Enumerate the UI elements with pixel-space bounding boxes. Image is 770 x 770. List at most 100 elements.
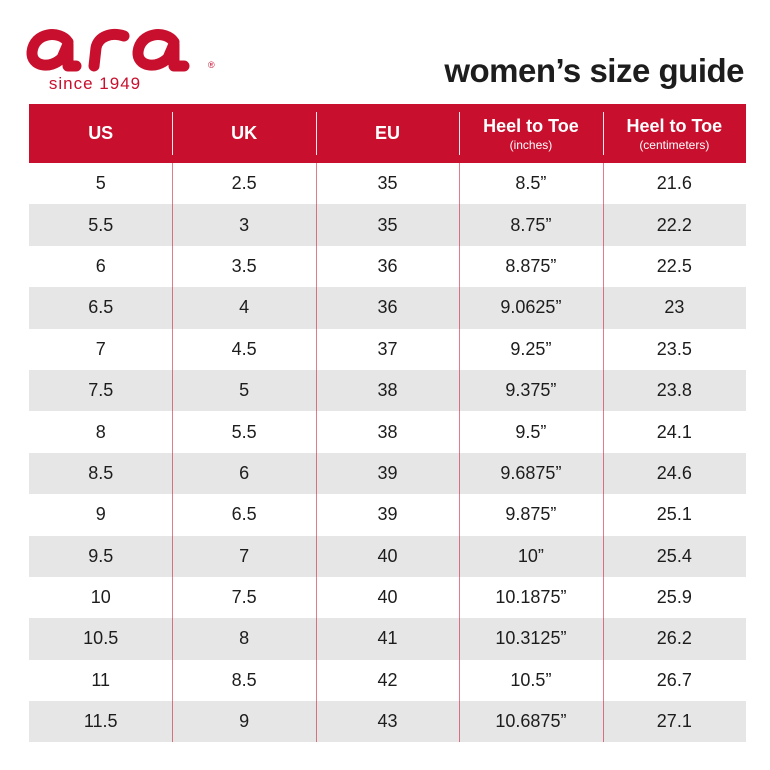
cell-eu-size: 38	[315, 369, 459, 412]
cell-heel-to-toe-cm: 26.2	[602, 618, 746, 661]
column-header-label: US	[88, 123, 114, 143]
cell-uk-size: 3	[172, 204, 315, 247]
size-table: US UK EU Heel to Toe (inches) Heel to To…	[29, 104, 746, 743]
cell-eu-size: 40	[315, 576, 459, 619]
table-header: US UK EU Heel to Toe (inches) Heel to To…	[29, 104, 746, 163]
cell-heel-to-toe-inches: 9.6875”	[459, 452, 602, 495]
cell-heel-to-toe-cm: 24.1	[602, 411, 746, 454]
cell-eu-size: 39	[315, 452, 459, 495]
table-row: 7.5 5 38 9.375” 23.8	[29, 369, 746, 412]
table-row: 5 2.5 35 8.5” 21.6	[29, 163, 746, 205]
ara-logo	[24, 22, 224, 96]
cell-eu-size: 41	[315, 618, 459, 661]
cell-uk-size: 4.5	[172, 328, 315, 371]
cell-heel-to-toe-cm: 22.2	[602, 204, 746, 247]
column-header-heel-to-toe-centimeters: Heel to Toe (centimeters)	[602, 104, 746, 163]
table-row: 9 6.5 39 9.875” 25.1	[29, 494, 746, 536]
cell-us-size: 5.5	[88, 214, 114, 235]
cell-uk-size: 6	[172, 452, 315, 495]
cell-heel-to-toe-cm: 21.6	[602, 163, 746, 205]
cell-eu-size: 43	[315, 701, 459, 743]
column-header-us: US	[29, 104, 172, 163]
cell-eu-size: 36	[315, 245, 459, 288]
cell-eu-size: 35	[315, 163, 459, 205]
cell-heel-to-toe-cm: 23.5	[602, 328, 746, 371]
cell-uk-size: 7.5	[172, 576, 315, 619]
cell-eu-size: 35	[315, 204, 459, 247]
table-row: 9.5 7 40 10” 25.4	[29, 535, 746, 578]
ara-logo-wordmark	[26, 29, 190, 72]
column-header-unit: (centimeters)	[639, 137, 710, 152]
cell-heel-to-toe-inches: 8.5”	[459, 163, 602, 205]
cell-heel-to-toe-inches: 9.375”	[459, 369, 602, 412]
cell-uk-size: 5	[172, 369, 315, 412]
cell-uk-size: 2.5	[172, 163, 315, 205]
cell-uk-size: 9	[172, 701, 315, 743]
column-header-label: Heel to Toe	[483, 115, 579, 136]
brand-tagline: since 1949	[48, 74, 142, 93]
cell-us-size: 11	[91, 669, 111, 690]
page-title: women’s size guide	[444, 52, 744, 89]
table-row: 5.5 3 35 8.75” 22.2	[29, 204, 746, 247]
cell-uk-size: 8	[172, 618, 315, 661]
cell-uk-size: 7	[172, 535, 315, 578]
cell-heel-to-toe-cm: 25.9	[602, 576, 746, 619]
cell-heel-to-toe-inches: 8.75”	[459, 204, 602, 247]
column-header-unit: (inches)	[509, 137, 553, 152]
cell-us-size: 10	[90, 587, 111, 608]
cell-us-size: 8	[95, 421, 106, 442]
cell-heel-to-toe-cm: 25.4	[602, 535, 746, 578]
cell-heel-to-toe-inches: 10.5”	[459, 659, 602, 702]
cell-eu-size: 38	[315, 411, 459, 454]
cell-heel-to-toe-inches: 9.875”	[459, 494, 602, 536]
cell-us-size: 9.5	[88, 545, 114, 566]
cell-eu-size: 42	[315, 659, 459, 702]
cell-heel-to-toe-inches: 9.0625”	[459, 287, 602, 329]
table-row: 11 8.5 42 10.5” 26.7	[29, 659, 746, 702]
cell-us-size: 9	[95, 504, 106, 525]
cell-uk-size: 3.5	[172, 245, 315, 288]
table-row: 7 4.5 37 9.25” 23.5	[29, 328, 746, 371]
cell-us-size: 8.5	[88, 462, 114, 483]
cell-heel-to-toe-inches: 10.6875”	[459, 701, 602, 743]
cell-eu-size: 36	[315, 287, 459, 329]
table-row: 8 5.5 38 9.5” 24.1	[29, 411, 746, 454]
table-row: 8.5 6 39 9.6875” 24.6	[29, 452, 746, 495]
table-body: 5 2.5 35 8.5” 21.6 5.5 3 35 8.75” 22.2 6 3.5 36 8.875…	[29, 163, 746, 743]
column-header-uk: UK	[172, 104, 315, 163]
table-row: 10.5 8 41 10.3125” 26.2	[29, 618, 746, 661]
cell-heel-to-toe-cm: 22.5	[602, 245, 746, 288]
table-row: 6.5 4 36 9.0625” 23	[29, 287, 746, 329]
cell-heel-to-toe-cm: 26.7	[602, 659, 746, 702]
registered-mark: ®	[208, 60, 215, 70]
table-row: 10 7.5 40 10.1875” 25.9	[29, 576, 746, 619]
cell-heel-to-toe-inches: 10.1875”	[459, 576, 602, 619]
column-header-label: Heel to Toe	[626, 115, 723, 136]
column-header-label: EU	[375, 123, 401, 143]
cell-heel-to-toe-cm: 27.1	[602, 701, 746, 743]
column-header-eu: EU	[315, 104, 459, 163]
cell-uk-size: 4	[172, 287, 315, 329]
column-header-heel-to-toe-inches: Heel to Toe (inches)	[459, 104, 602, 163]
cell-us-size: 7.5	[88, 380, 114, 401]
cell-eu-size: 37	[315, 328, 459, 371]
cell-heel-to-toe-cm: 25.1	[602, 494, 746, 536]
cell-us-size: 7	[95, 338, 106, 359]
cell-uk-size: 5.5	[172, 411, 315, 454]
cell-eu-size: 39	[315, 494, 459, 536]
table-row: 11.5 9 43 10.6875” 27.1	[29, 701, 746, 743]
table-row: 6 3.5 36 8.875” 22.5	[29, 245, 746, 288]
cell-us-size: 6	[95, 255, 106, 276]
cell-heel-to-toe-inches: 9.25”	[459, 328, 602, 371]
cell-heel-to-toe-inches: 10.3125”	[459, 618, 602, 661]
cell-uk-size: 8.5	[172, 659, 315, 702]
column-header-label: UK	[231, 123, 258, 143]
cell-us-size: 10.5	[83, 628, 119, 649]
cell-heel-to-toe-inches: 8.875”	[459, 245, 602, 288]
cell-heel-to-toe-cm: 24.6	[602, 452, 746, 495]
cell-us-size: 11.5	[83, 711, 118, 732]
cell-us-size: 5	[95, 173, 106, 194]
cell-heel-to-toe-inches: 9.5”	[459, 411, 602, 454]
cell-heel-to-toe-inches: 10”	[459, 535, 602, 578]
cell-us-size: 6.5	[88, 297, 114, 318]
